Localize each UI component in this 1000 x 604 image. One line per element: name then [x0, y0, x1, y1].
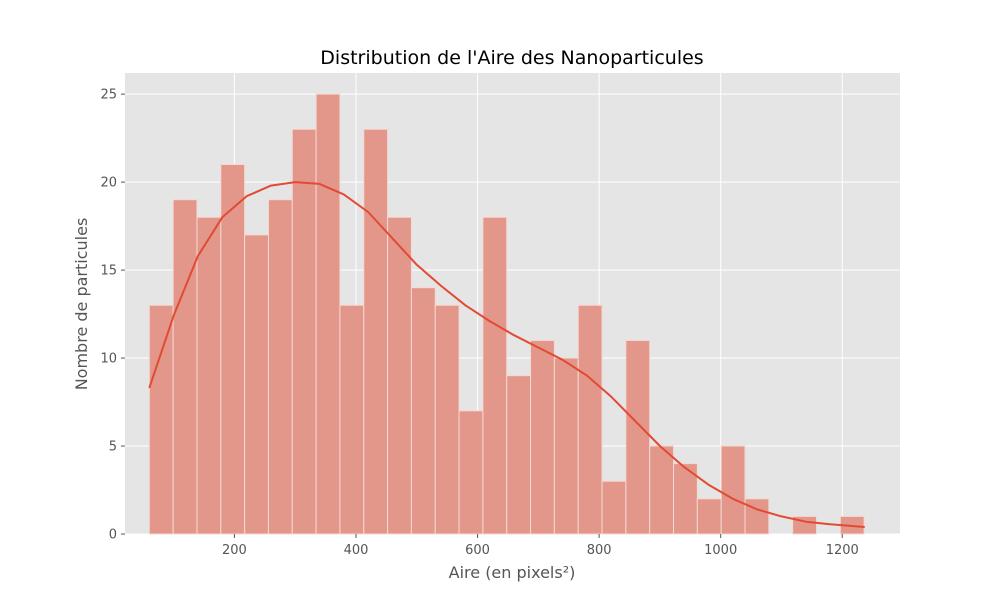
histogram-bar [577, 304, 603, 535]
y-tick-label: 10 [100, 352, 117, 367]
histogram-bar [601, 480, 627, 535]
x-tick-label: 200 [222, 543, 247, 558]
x-tick-label: 800 [587, 543, 612, 558]
kde-curve [148, 181, 865, 528]
histogram-bar [172, 199, 198, 535]
histogram-bar [458, 410, 484, 535]
histogram-bar [196, 216, 222, 535]
y-tick-label: 20 [100, 176, 117, 191]
histogram-bar [744, 498, 770, 535]
y-axis-ticks: 0 5 10 15 20 25 [100, 88, 125, 543]
x-tick-label: 1000 [704, 543, 737, 558]
histogram-bar [720, 445, 746, 535]
histogram-bars [148, 93, 865, 535]
histogram-bar [315, 93, 341, 535]
histogram-bar [530, 339, 555, 535]
histogram-bar [649, 445, 675, 535]
y-axis-label: Nombre de particules [72, 218, 91, 391]
histogram-bar [387, 216, 412, 535]
x-axis-ticks: 200 400 600 800 1000 1200 [222, 534, 859, 558]
histogram-bar [482, 216, 508, 535]
x-tick-label: 400 [344, 543, 369, 558]
histogram-bar [506, 375, 532, 535]
y-tick-label: 0 [109, 528, 117, 543]
histogram-bar [339, 304, 365, 535]
histogram-bar [434, 304, 460, 535]
y-tick-label: 25 [100, 88, 117, 103]
histogram-bar [220, 163, 246, 535]
histogram-bar [363, 128, 389, 535]
histogram-bar [148, 304, 174, 535]
histogram-bar [244, 234, 269, 535]
x-tick-label: 600 [465, 543, 490, 558]
histogram-bar [410, 287, 436, 535]
histogram-bar [553, 357, 579, 535]
y-tick-label: 5 [109, 440, 117, 455]
histogram-bar [696, 498, 722, 535]
x-tick-label: 1200 [826, 543, 859, 558]
histogram-bar [625, 339, 651, 535]
x-axis-label: Aire (en pixels²) [449, 563, 576, 582]
histogram-bar [291, 128, 317, 535]
histogram-bar [267, 199, 293, 535]
chart-title: Distribution de l'Aire des Nanoparticule… [320, 47, 703, 69]
y-tick-label: 15 [100, 264, 117, 279]
